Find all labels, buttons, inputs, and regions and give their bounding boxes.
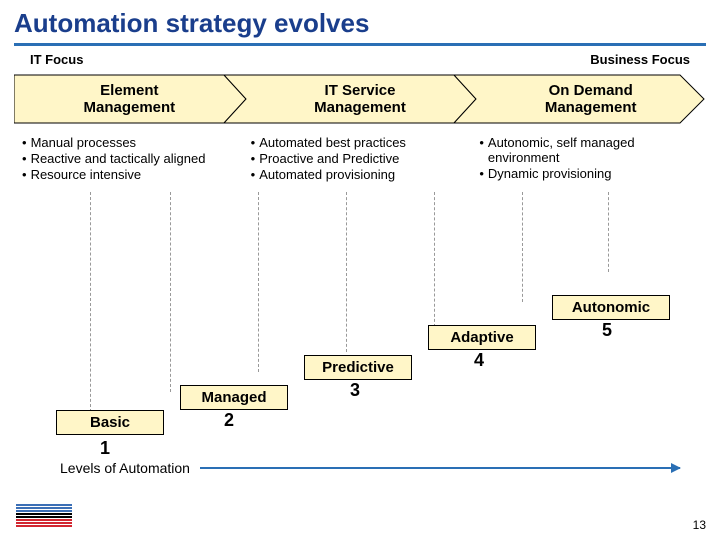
guide-dash [170,192,171,392]
step-box-4: Autonomic [552,295,670,320]
ibm-logo [16,503,72,532]
bullet-columns: Manual processesReactive and tactically … [0,135,720,183]
guide-dash [522,192,523,302]
step-box-0: Basic [56,410,164,435]
step-num-2: 3 [350,380,360,401]
bullet-item: Proactive and Predictive [251,151,470,166]
title-rule [14,43,706,46]
bullet-item: Autonomic, self managed environment [479,135,698,165]
page-number: 13 [693,518,706,532]
ibm-logo-svg [16,503,72,527]
page-title: Automation strategy evolves [0,0,720,43]
step-num-1: 2 [224,410,234,431]
bullet-item: Resource intensive [22,167,241,182]
col-2: Autonomic, self managed environmentDynam… [479,135,698,183]
bullet-item: Dynamic provisioning [479,166,698,181]
step-box-3: Adaptive [428,325,536,350]
arrow-labels: Element Management IT Service Management… [14,71,706,127]
step-num-4: 5 [602,320,612,341]
col-0: Manual processesReactive and tactically … [22,135,241,183]
guide-dash [258,192,259,372]
arrow-label-2: On Demand Management [475,71,706,127]
guide-dash [608,192,609,272]
arrow-label-0: Element Management [14,71,245,127]
focus-left-label: IT Focus [30,52,83,67]
focus-row: IT Focus Business Focus [0,52,720,67]
levels-of-automation-row: Levels of Automation [60,460,680,476]
loa-label: Levels of Automation [60,460,190,476]
bullet-item: Manual processes [22,135,241,150]
bullet-item: Reactive and tactically aligned [22,151,241,166]
step-box-1: Managed [180,385,288,410]
step-num-0: 1 [100,438,110,459]
guide-dash [90,192,91,412]
bullet-item: Automated best practices [251,135,470,150]
bullet-item: Automated provisioning [251,167,470,182]
guide-dash [434,192,435,327]
step-num-3: 4 [474,350,484,371]
arrow-label-1: IT Service Management [245,71,476,127]
guide-dash [346,192,347,352]
step-box-2: Predictive [304,355,412,380]
stairs-area: Levels of Automation Basic 1 Managed2 Predi… [0,250,720,480]
arrow-band: Element Management IT Service Management… [14,71,706,127]
loa-arrow-line [200,467,680,469]
col-1: Automated best practicesProactive and Pr… [251,135,470,183]
focus-right-label: Business Focus [590,52,690,67]
